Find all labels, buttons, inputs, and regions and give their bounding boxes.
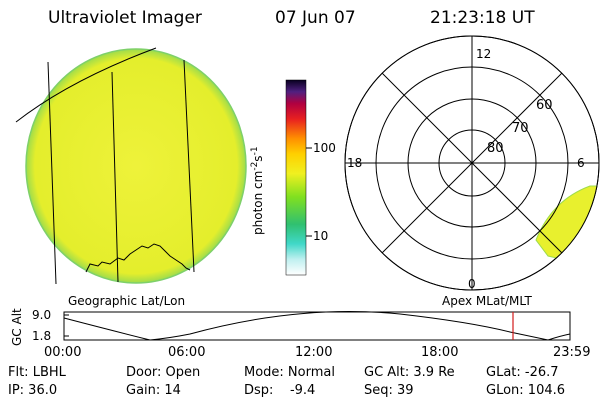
time-label: 21:23:18 UT [430,8,535,28]
gain-info: Gain: 14 [126,383,181,398]
mlat-label-60: 60 [536,98,553,113]
timeline-ytick-low: 1.8 [32,329,52,343]
ip-info: IP: 36.0 [8,383,58,398]
timeline-xtick-1800: 18:00 [421,345,459,360]
timeline-xtick-0600: 06:00 [168,345,206,360]
mlt-label-18: 18 [347,156,363,170]
timeline-xtick-0000: 00:00 [44,345,82,360]
colorbar-unit-label: photon cm-2s-1 [250,146,265,235]
date-label: 07 Jun 07 [275,8,356,28]
glat-info: GLat: -26.7 [486,365,559,380]
colorbar-tick-100: 100 [313,141,336,155]
mode-info: Mode: Normal [244,365,335,380]
gc-alt-info: GC Alt: 3.9 Re [364,365,455,380]
filter-info: Flt: LBHL [8,365,66,380]
mlt-label-0: 0 [468,277,476,291]
mlt-label-6: 6 [577,156,585,170]
seq-info: Seq: 39 [364,383,414,398]
glon-info: GLon: 104.6 [486,383,566,398]
timeline-xtick-1200: 12:00 [295,345,333,360]
timeline-ylabel: GC Alt [10,308,24,346]
colorbar-tick-10: 10 [313,229,329,243]
mlat-label-70: 70 [512,121,529,136]
colorbar [285,79,312,276]
timeline-xtick-2359: 23:59 [553,345,591,360]
apex-caption: Apex MLat/MLT [442,294,532,308]
earth-disk-image [15,47,247,285]
altitude-timeline [63,311,571,341]
geographic-caption: Geographic Lat/Lon [68,294,186,308]
polar-plot [344,35,600,291]
instrument-title: Ultraviolet Imager [48,8,202,28]
mlat-label-80: 80 [487,141,504,156]
mlt-label-12: 12 [476,47,492,61]
door-info: Door: Open [126,365,201,380]
timeline-ytick-high: 9.0 [32,308,52,322]
dsp-info: Dsp: -9.4 [244,383,316,398]
